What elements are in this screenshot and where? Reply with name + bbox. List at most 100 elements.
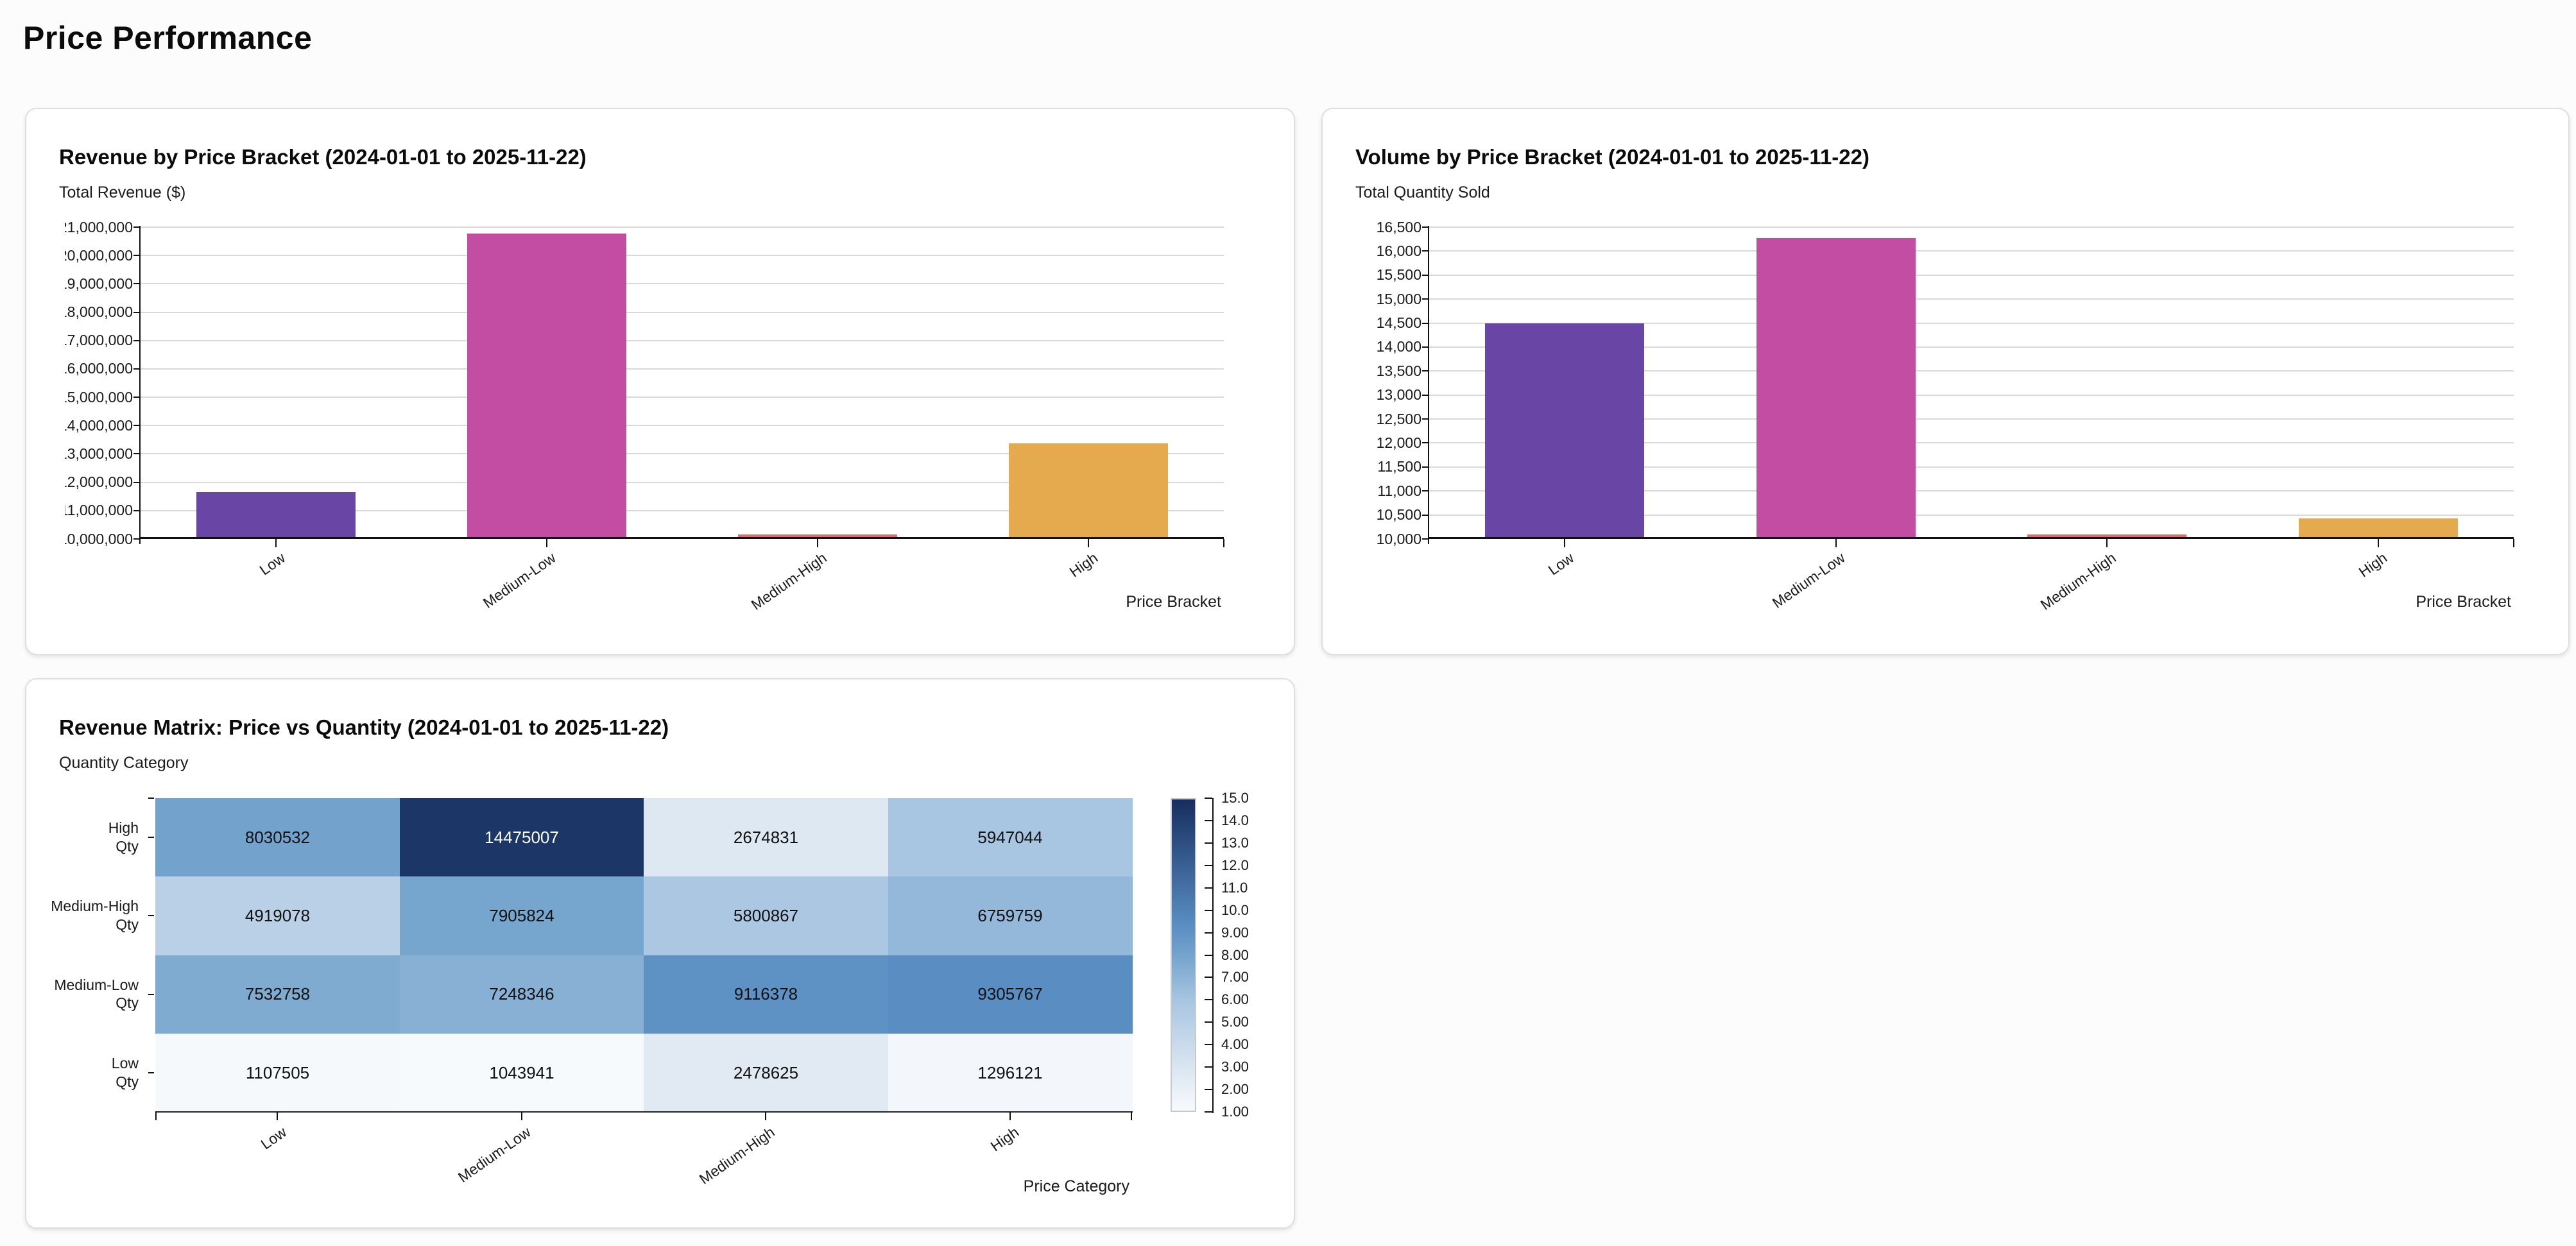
gridline <box>141 226 1224 228</box>
colorbar-tick-label: 5.00 <box>1221 1014 1249 1030</box>
revenue-y-axis-title: Total Revenue ($) <box>59 183 186 201</box>
gridline <box>141 339 1224 341</box>
heatmap-cell-r3c0[interactable]: 1107505 <box>155 1033 400 1113</box>
heatmap-cell-r1c0[interactable]: 4919078 <box>155 876 400 955</box>
y-tick-label: 16,000 <box>1376 243 1421 259</box>
revenue-bar-chart: 10,000,000 11,000,000 12,000,000 13,000,000… <box>65 219 1224 613</box>
colorbar-tick-label: 7.00 <box>1221 969 1249 986</box>
colorbar-tick-label: 2.00 <box>1221 1081 1249 1098</box>
gridline <box>1429 370 2514 372</box>
heatmap-axis-end-tick <box>148 798 154 799</box>
heatmap-cell-r0c0[interactable]: 8030532 <box>155 798 400 877</box>
heatmap-cell-r3c1[interactable]: 1043941 <box>399 1033 644 1113</box>
bar-low[interactable] <box>196 492 356 537</box>
y-tick <box>133 509 139 511</box>
x-axis-line <box>139 537 1224 539</box>
colorbar-tick <box>1205 1111 1212 1113</box>
y-tick-label: 15,000,000 <box>65 389 133 405</box>
gridline <box>141 509 1224 511</box>
heatmap-row-tick <box>148 1071 154 1073</box>
x-tick-label-text: High <box>987 1123 1022 1155</box>
colorbar-tick-label: 4.00 <box>1221 1036 1249 1053</box>
heatmap-row-label-line: High <box>108 819 139 837</box>
colorbar-tick-label: 1.00 <box>1221 1104 1249 1120</box>
y-tick <box>133 255 139 257</box>
heatmap-cell-r3c3[interactable]: 1296121 <box>888 1033 1133 1113</box>
heatmap-cell-r2c1[interactable]: 7248346 <box>399 955 644 1034</box>
heatmap-x-axis-end-tick <box>155 1112 157 1120</box>
gridline <box>141 453 1224 455</box>
y-tick <box>1422 514 1428 516</box>
colorbar-tick <box>1205 932 1212 934</box>
bar-high[interactable] <box>2298 518 2458 537</box>
bar-high[interactable] <box>1009 443 1168 537</box>
y-tick <box>133 339 139 341</box>
y-tick <box>1422 274 1428 276</box>
heatmap-cell-r0c2[interactable]: 2674831 <box>644 798 888 877</box>
gridline <box>1429 394 2514 396</box>
gridline <box>1429 418 2514 420</box>
colorbar-tick <box>1205 977 1212 978</box>
colorbar-tick <box>1205 819 1212 821</box>
gridline <box>141 368 1224 370</box>
volume-x-axis-title: Price Bracket <box>2416 593 2511 611</box>
heatmap-x-tick <box>765 1112 767 1120</box>
heatmap-row-label-line: Qty <box>116 837 139 855</box>
heatmap-cell-r2c3[interactable]: 9305767 <box>888 955 1133 1034</box>
x-tick <box>1835 539 1837 547</box>
colorbar-tick <box>1205 909 1212 911</box>
x-tick <box>546 539 547 547</box>
y-tick-label: 15,500 <box>1376 266 1421 284</box>
heatmap-row-label-line: Qty <box>116 994 139 1012</box>
matrix-card-title: Revenue Matrix: Price vs Quantity (2024-… <box>59 715 669 739</box>
x-tick-label-text: Medium-High <box>696 1123 778 1188</box>
colorbar-tick <box>1205 842 1212 844</box>
y-tick-label: 11,500 <box>1377 458 1421 475</box>
gridline <box>141 397 1224 398</box>
colorbar-tick-label: 14.0 <box>1221 812 1249 828</box>
card-revenue-matrix: Revenue Matrix: Price vs Quantity (2024-… <box>25 678 1295 1229</box>
heatmap-row-label: Low Qty <box>4 1054 139 1091</box>
y-tick <box>133 311 139 313</box>
heatmap-cell-r3c2[interactable]: 2478625 <box>644 1033 888 1113</box>
bar-medium-low[interactable] <box>1756 238 1916 537</box>
revenue-card-title: Revenue by Price Bracket (2024-01-01 to … <box>59 145 587 169</box>
bar-low[interactable] <box>1485 323 1645 537</box>
colorbar-tick <box>1205 1089 1212 1091</box>
x-tick <box>1088 539 1089 547</box>
y-tick-label: 21,000,000 <box>65 219 133 235</box>
heatmap-cell-r2c2[interactable]: 9116378 <box>644 955 888 1034</box>
heatmap-row-label-line: Medium-High <box>51 898 139 915</box>
x-tick-label-text: Medium-High <box>2038 549 2120 613</box>
x-tick <box>2377 539 2379 547</box>
colorbar-tick-label: 11.0 <box>1221 879 1248 896</box>
x-tick <box>817 539 818 547</box>
revenue-matrix-heatmap: 8030532 14475007 2674831 5947044 High Qty 4919… <box>51 798 1133 1188</box>
heatmap-x-axis-line <box>155 1111 1133 1113</box>
y-tick <box>1422 394 1428 396</box>
heatmap-cell-r0c3[interactable]: 5947044 <box>888 798 1133 877</box>
x-tick-label-text: High <box>2355 549 2391 581</box>
heatmap-cell-r1c3[interactable]: 6759759 <box>888 876 1133 955</box>
heatmap-cell-r0c1[interactable]: 14475007 <box>399 798 644 877</box>
colorbar-tick <box>1205 1044 1212 1046</box>
colorbar-tick-label: 8.00 <box>1221 946 1249 963</box>
bar-medium-high[interactable] <box>738 534 897 537</box>
bar-medium-low[interactable] <box>467 234 626 537</box>
heatmap-row-tick <box>148 837 154 839</box>
bar-medium-high[interactable] <box>2027 534 2187 537</box>
gridline <box>141 425 1224 427</box>
gridline <box>1429 322 2514 324</box>
x-axis-end-tick <box>1223 539 1224 547</box>
heatmap-cell-r2c0[interactable]: 7532758 <box>155 955 400 1034</box>
heatmap-row-label: Medium-High Qty <box>4 897 139 934</box>
heatmap-cell-r1c1[interactable]: 7905824 <box>399 876 644 955</box>
gridline <box>1429 442 2514 444</box>
y-tick-label: 10,000,000 <box>65 531 133 547</box>
colorbar-tick <box>1205 864 1212 866</box>
heatmap-cell-r1c2[interactable]: 5800867 <box>644 876 888 955</box>
y-tick <box>1422 370 1428 372</box>
y-tick <box>133 226 139 228</box>
y-tick <box>1422 442 1428 444</box>
x-axis-line <box>1428 537 2514 539</box>
